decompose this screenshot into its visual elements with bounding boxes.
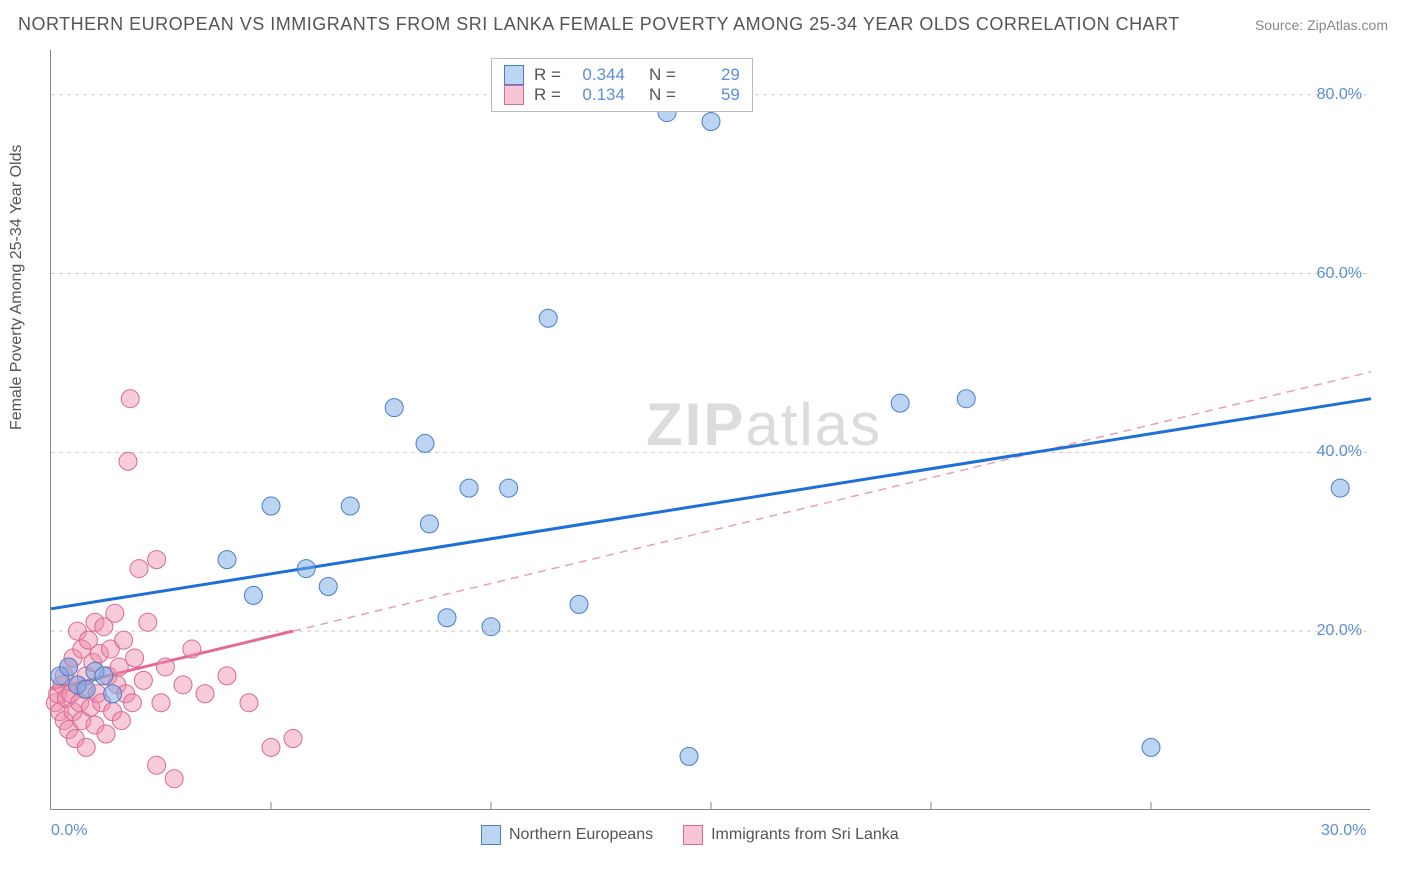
x-tick-label: 0.0% bbox=[51, 822, 87, 840]
correlation-stats-box: R = 0.344 N = 29 R = 0.134 N = 59 bbox=[491, 58, 753, 112]
stat-n-label: N = bbox=[649, 85, 676, 105]
legend-item: Immigrants from Sri Lanka bbox=[683, 825, 899, 845]
legend-swatch bbox=[504, 85, 524, 105]
legend-item: Northern Europeans bbox=[481, 825, 653, 845]
stat-r-value: 0.344 bbox=[571, 65, 625, 85]
stat-n-value: 59 bbox=[686, 85, 740, 105]
y-tick-label: 60.0% bbox=[1317, 265, 1362, 283]
stats-row: R = 0.344 N = 29 bbox=[504, 65, 740, 85]
stat-r-label: R = bbox=[534, 65, 561, 85]
chart-title: NORTHERN EUROPEAN VS IMMIGRANTS FROM SRI… bbox=[18, 14, 1180, 35]
source-attribution: Source: ZipAtlas.com bbox=[1255, 17, 1388, 33]
y-tick-label: 20.0% bbox=[1317, 622, 1362, 640]
legend-swatch bbox=[504, 65, 524, 85]
y-tick-label: 40.0% bbox=[1317, 443, 1362, 461]
y-axis-title: Female Poverty Among 25-34 Year Olds bbox=[8, 145, 26, 431]
legend-swatch bbox=[481, 825, 501, 845]
stats-row: R = 0.134 N = 59 bbox=[504, 85, 740, 105]
stat-r-value: 0.134 bbox=[571, 85, 625, 105]
y-tick-label: 80.0% bbox=[1317, 86, 1362, 104]
stat-n-label: N = bbox=[649, 65, 676, 85]
scatter-plot: ZIPatlas R =0.344N =29R =0.134N =59 Nort… bbox=[50, 50, 1370, 810]
stat-r-label: R = bbox=[534, 85, 561, 105]
chart-canvas bbox=[51, 50, 1370, 809]
legend-swatch bbox=[683, 825, 703, 845]
source-link[interactable]: ZipAtlas.com bbox=[1307, 17, 1388, 33]
series-legend: Northern Europeans Immigrants from Sri La… bbox=[481, 825, 899, 845]
x-tick-label: 30.0% bbox=[1321, 822, 1366, 840]
source-label: Source: bbox=[1255, 17, 1303, 33]
stat-n-value: 29 bbox=[686, 65, 740, 85]
legend-label: Immigrants from Sri Lanka bbox=[711, 826, 899, 844]
legend-label: Northern Europeans bbox=[509, 826, 653, 844]
